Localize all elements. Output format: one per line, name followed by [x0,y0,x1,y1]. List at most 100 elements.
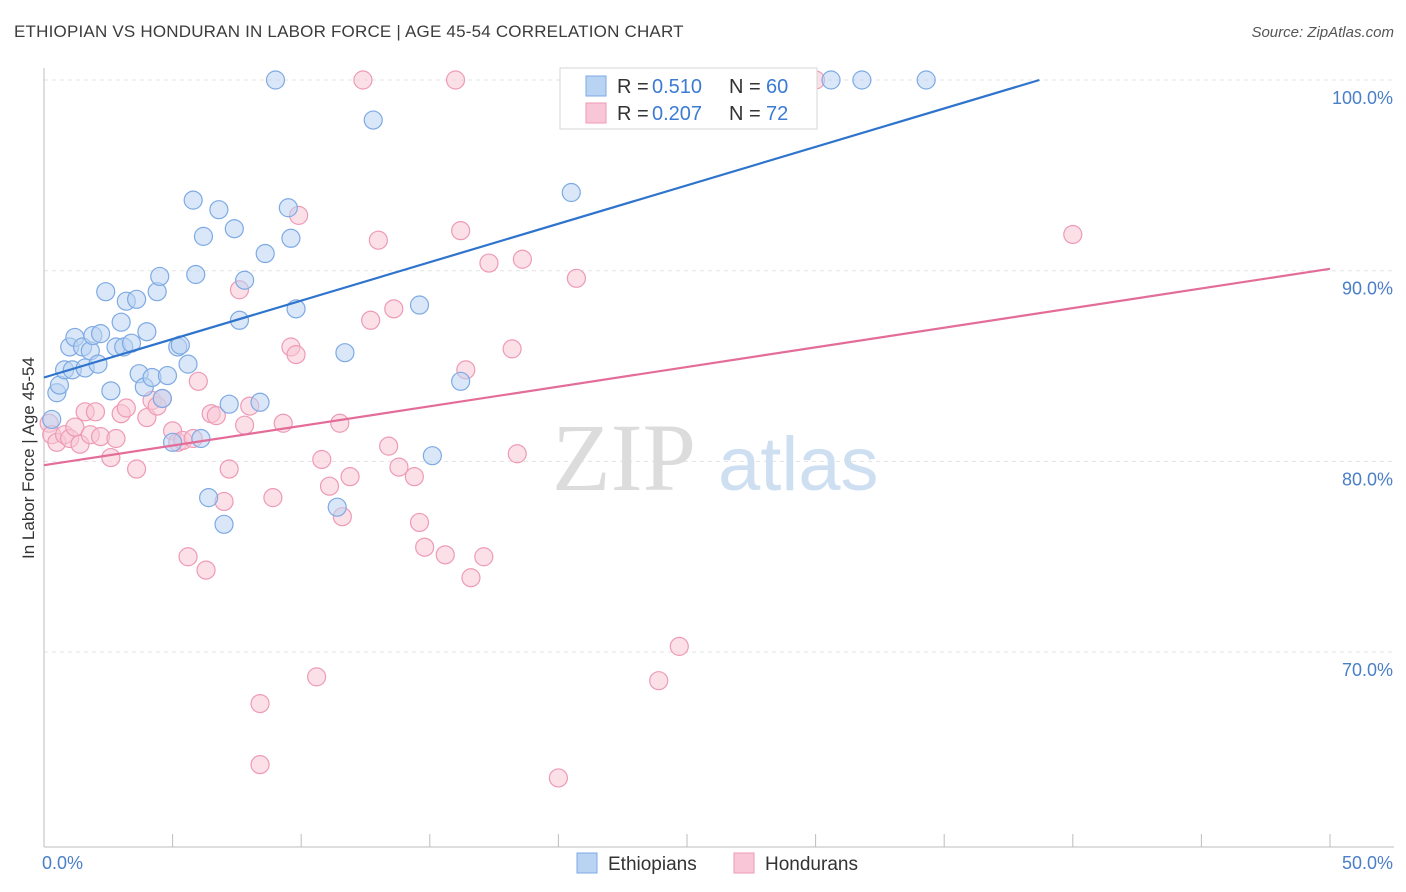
watermark-zip: ZIP [552,404,696,511]
hondurans-point-32 [235,415,255,435]
hondurans-point-11 [101,447,121,468]
ethiopians-point-37 [199,488,219,508]
hondurans-point-48 [361,310,381,330]
ethiopians-point-42 [229,310,250,330]
ethiopians-point-34 [186,264,206,285]
hondurans-point-36 [263,488,283,508]
y-tick-label-90: 90.0% [1342,279,1393,299]
x-tick-label-max: 50.0% [1342,853,1393,873]
hondurans-point-50 [379,436,399,456]
hondurans-point-60 [461,568,481,588]
ethiopians-point-38 [209,200,229,220]
ethiopians-trend-line [43,78,1040,379]
hondurans-point-63 [502,339,522,359]
watermark-atlas: atlas [718,422,879,507]
hondurans-point-23 [178,547,198,567]
ethiopians-point-29 [163,432,183,452]
hondurans-point-53 [404,467,424,487]
hondurans-point-41 [307,667,327,687]
hondurans-point-34 [250,693,270,714]
watermark: ZIP atlas [552,404,879,511]
hondurans-point-54 [409,512,430,533]
ethiopians-point-16 [111,312,131,332]
ethiopians-point-36 [193,226,214,246]
hondurans-point-5 [65,417,85,437]
ethiopians-point-47 [278,198,298,218]
ethiopians-point-50 [327,497,347,517]
hondurans-point-52 [389,457,409,477]
ethiopians-point-56 [561,182,581,203]
hondurans-point-67 [566,268,587,288]
source-credit: Source: ZipAtlas.com [1251,24,1394,41]
hondurans-point-28 [206,406,226,426]
ethiopians-point-45 [255,243,275,264]
ethiopians-point-12 [90,324,111,344]
ethiopians-point-0 [42,409,62,430]
hondurans-point-62 [479,253,499,273]
ethiopians-point-32 [178,354,198,374]
trend-lines [43,78,1331,467]
hondurans-point-71 [1063,224,1083,245]
hondurans-point-68 [649,671,669,691]
hondurans-r-label: R = [617,103,649,125]
gridlines [44,79,1394,653]
x-axis-tick-labels: 0.0% 50.0% [42,853,1393,873]
hondurans-point-39 [286,345,306,365]
hondurans-n-value: 72 [766,103,788,125]
y-tick-label-70: 70.0% [1342,660,1393,680]
y-tick-label-80: 80.0% [1342,469,1393,489]
x-axis-ticks [43,834,1331,847]
ethiopians-n-value: 60 [766,76,788,98]
legend-ethiopians-swatch [576,852,598,874]
hondurans-point-69 [669,636,689,656]
stats-legend: R = 0.510 N = 60 R = 0.207 N = 72 [559,67,818,130]
ethiopians-point-35 [191,428,211,449]
hondurans-point-57 [445,70,466,90]
hondurans-point-30 [219,459,239,479]
hondurans-point-9 [85,402,106,422]
hondurans-point-66 [548,768,569,788]
hondurans-legend-swatch [585,102,607,124]
ethiopians-r-value: 0.510 [652,76,702,98]
hondurans-point-55 [415,537,435,557]
ethiopians-point-23 [137,322,157,342]
x-tick-label-min: 0.0% [42,853,83,873]
hondurans-point-61 [474,547,494,567]
ethiopians-point-13 [96,282,116,302]
ethiopians-point-33 [183,190,203,210]
ethiopians-point-39 [214,514,234,534]
hondurans-point-25 [188,371,208,391]
ethiopians-point-28 [157,365,178,386]
hondurans-point-46 [340,467,360,487]
legend-hondurans-label: Hondurans [765,854,858,875]
ethiopians-point-55 [451,371,471,391]
y-axis-tick-labels: 70.0% 80.0% 90.0% 100.0% [1332,88,1393,680]
ethiopians-n-label: N = [729,76,761,98]
hondurans-point-47 [353,70,373,90]
y-tick-label-100: 100.0% [1332,88,1393,108]
hondurans-point-49 [368,230,388,250]
hondurans-point-15 [126,459,147,479]
axes [43,68,1394,848]
hondurans-point-64 [507,444,527,464]
hondurans-point-65 [512,249,532,269]
ethiopians-point-14 [101,381,121,401]
ethiopians-points [42,70,936,534]
ethiopians-point-46 [265,70,286,90]
hondurans-point-58 [451,221,471,241]
chart-title: ETHIOPIAN VS HONDURAN IN LABOR FORCE | A… [14,22,684,41]
hondurans-point-56 [435,545,455,565]
ethiopians-point-27 [152,388,172,409]
ethiopians-point-58 [852,70,872,90]
ethiopians-point-54 [422,446,442,466]
ethiopians-legend-swatch [585,75,607,97]
hondurans-point-51 [384,299,404,319]
ethiopians-r-label: R = [617,76,649,98]
ethiopians-point-53 [409,295,430,315]
ethiopians-point-43 [235,270,255,290]
y-axis-title: In Labor Force | Age 45-54 [19,357,38,559]
ethiopians-point-20 [126,289,147,309]
hondurans-point-35 [250,755,270,775]
ethiopians-point-59 [916,70,936,90]
ethiopians-point-44 [250,392,270,412]
